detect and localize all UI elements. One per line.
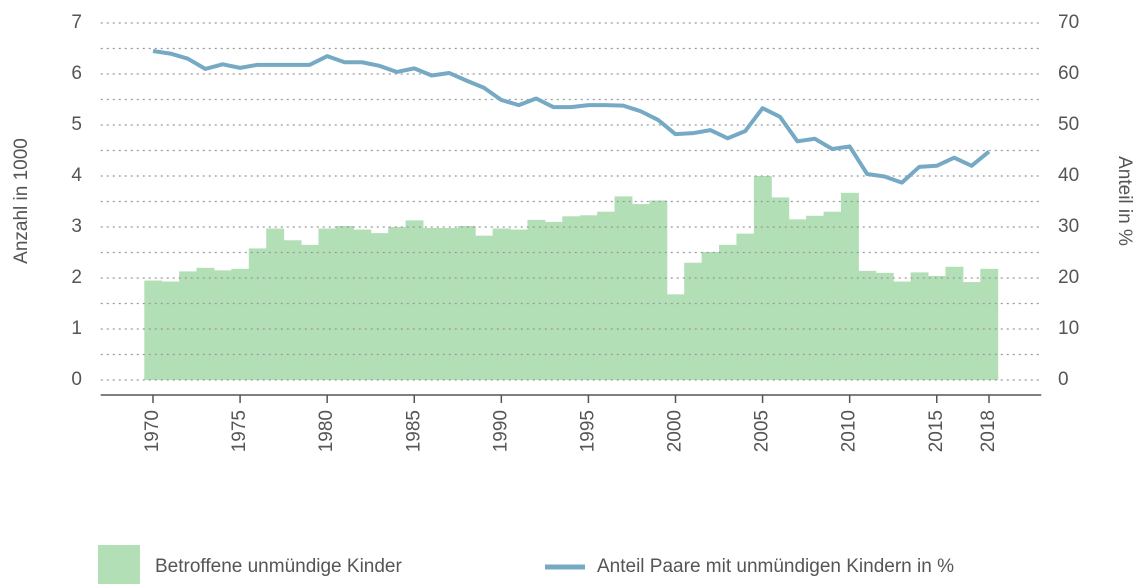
bar (144, 280, 163, 380)
bar (370, 233, 389, 380)
bar (962, 282, 981, 380)
y2-tick-label: 30 (1058, 216, 1079, 237)
y-tick-label: 4 (71, 165, 82, 186)
bar (231, 268, 250, 380)
y-tick-label: 2 (71, 267, 82, 288)
x-tick-label: 2018 (978, 410, 999, 452)
x-tick-label: 2015 (926, 410, 947, 452)
x-tick-label: 1975 (229, 410, 250, 452)
y2-tick-label: 0 (1058, 369, 1069, 390)
bar (788, 219, 807, 380)
bar (980, 268, 999, 380)
y-tick-label: 3 (71, 216, 82, 237)
bar (806, 215, 825, 380)
bar (875, 272, 894, 380)
x-tick-label: 2010 (839, 410, 860, 452)
bar (840, 192, 859, 380)
bar (301, 244, 319, 380)
bar (823, 211, 842, 380)
bar (597, 211, 616, 380)
bar (631, 204, 650, 380)
legend-label: Anteil Paare mit unmündigen Kindern in % (597, 556, 954, 577)
x-tick-label: 1995 (577, 410, 598, 452)
y-tick-label: 1 (71, 318, 82, 339)
y2-tick-label: 60 (1058, 63, 1079, 84)
bar (666, 294, 685, 380)
bar (701, 251, 720, 380)
bar (196, 267, 215, 380)
bar (266, 228, 285, 380)
bar (492, 228, 511, 380)
bar (771, 197, 790, 380)
bar (283, 240, 302, 380)
bar (928, 275, 946, 380)
y2-axis-label: Anteil in % (1114, 156, 1135, 246)
x-tick-label: 2005 (752, 410, 773, 452)
bar (858, 270, 877, 380)
legend-swatch (98, 545, 140, 584)
bar (161, 281, 180, 380)
legend-label: Betroffene unmündige Kinder (155, 556, 402, 577)
bar (388, 227, 407, 380)
bar (213, 270, 232, 380)
y-tick-label: 0 (71, 369, 82, 390)
bar (179, 271, 198, 380)
bar (510, 229, 528, 380)
bar (475, 235, 494, 380)
bar (649, 200, 668, 380)
bar (527, 219, 546, 380)
bar (893, 281, 912, 380)
y2-tick-label: 40 (1058, 165, 1079, 186)
bar (719, 244, 737, 380)
bar (562, 216, 581, 380)
y2-tick-label: 50 (1058, 114, 1079, 135)
bar (335, 225, 354, 380)
y2-tick-label: 10 (1058, 318, 1079, 339)
x-tick-label: 1980 (316, 410, 337, 452)
x-tick-label: 1970 (142, 410, 163, 452)
bar (684, 262, 703, 380)
bar (614, 196, 633, 380)
y2-tick-label: 20 (1058, 267, 1079, 288)
y2-tick-label: 70 (1058, 12, 1079, 33)
bar (736, 233, 755, 380)
bar (353, 229, 372, 380)
y-tick-label: 6 (71, 63, 82, 84)
x-tick-label: 1990 (490, 410, 511, 452)
bar (910, 272, 929, 380)
y-axis-label: Anzahl in 1000 (11, 138, 32, 264)
bar (945, 266, 964, 380)
y-tick-label: 5 (71, 114, 82, 135)
bar (544, 221, 563, 380)
bar (248, 248, 267, 380)
bar (579, 215, 598, 380)
bar (405, 220, 424, 380)
x-tick-label: 1985 (403, 410, 424, 452)
line (152, 49, 991, 185)
bar (318, 228, 337, 380)
y-tick-label: 7 (71, 12, 82, 33)
x-tick-label: 2000 (665, 410, 686, 452)
